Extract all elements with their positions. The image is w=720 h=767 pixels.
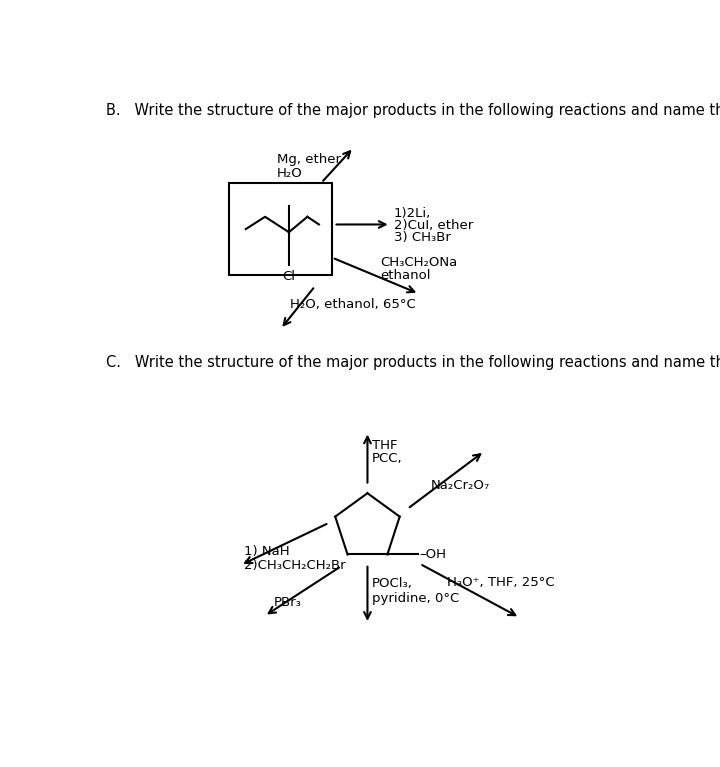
Text: 2)CH₃CH₂CH₂Br: 2)CH₃CH₂CH₂Br [244, 558, 346, 571]
Text: Mg, ether: Mg, ether [276, 153, 341, 166]
Text: C.   Write the structure of the major products in the following reactions and na: C. Write the structure of the major prod… [106, 355, 720, 370]
Text: 1) NaH: 1) NaH [244, 545, 290, 558]
Text: H₂O: H₂O [276, 167, 302, 180]
Bar [229, 183, 332, 275]
Text: Cl: Cl [282, 270, 295, 283]
Text: 1)2Li,: 1)2Li, [394, 207, 431, 220]
Text: Na₂Cr₂O₇: Na₂Cr₂O₇ [431, 479, 490, 492]
Text: ethanol: ethanol [381, 268, 431, 281]
Text: 2)CuI, ether: 2)CuI, ether [394, 219, 473, 232]
Text: –OH: –OH [420, 548, 446, 561]
Text: PCC,: PCC, [372, 452, 402, 465]
Text: H₃O⁺, THF, 25°C: H₃O⁺, THF, 25°C [446, 577, 554, 590]
Text: POCl₃,: POCl₃, [372, 578, 413, 591]
Text: pyridine, 0°C: pyridine, 0°C [372, 592, 459, 605]
Text: 3) CH₃Br: 3) CH₃Br [394, 231, 451, 244]
Text: B.   Write the structure of the major products in the following reactions and na: B. Write the structure of the major prod… [106, 103, 720, 118]
Text: THF: THF [372, 439, 397, 452]
Text: PBr₃: PBr₃ [274, 596, 302, 609]
Text: H₂O, ethanol, 65°C: H₂O, ethanol, 65°C [290, 298, 416, 311]
Text: CH₃CH₂ONa: CH₃CH₂ONa [381, 256, 458, 269]
